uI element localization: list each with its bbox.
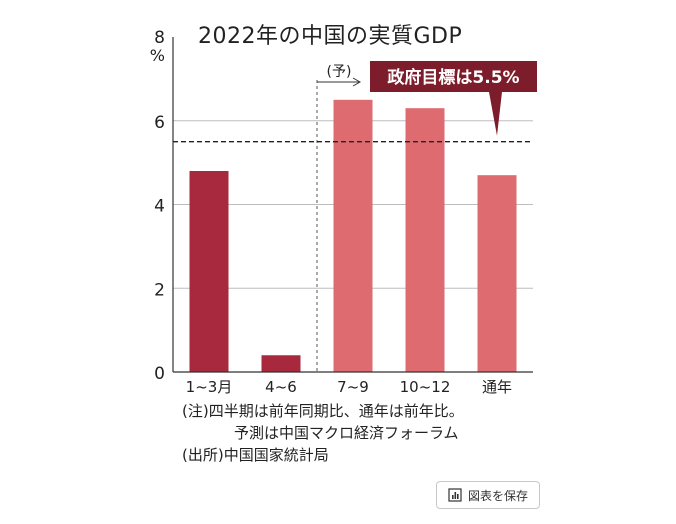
note-line-1: (注)四半期は前年同期比、通年は前年比。 [182, 402, 464, 420]
y-tick-label: 2 [154, 280, 165, 300]
x-tick-label: 1~3月 [186, 378, 233, 396]
bar [189, 171, 229, 372]
save-chart-button[interactable]: 図表を保存 [436, 481, 540, 509]
annotations: (予) 政府目標は5.5% [173, 61, 537, 372]
bar [333, 99, 373, 372]
source-note: (出所)中国国家統計局 [182, 446, 329, 464]
forecast-arrow-head [352, 77, 362, 87]
chart-title: 2022年の中国の実質GDP [198, 24, 463, 49]
x-tick-label: 4~6 [265, 378, 297, 396]
bar [477, 175, 517, 372]
bars [189, 99, 517, 372]
target-callout-label: 政府目標は5.5% [387, 67, 519, 88]
bar-chart-icon [448, 488, 462, 502]
note-line-2: 予測は中国マクロ経済フォーラム [234, 424, 459, 442]
bar-chart: 0 2 4 6 8% 1~3月 4~6 7~9 10~12 通年 (予) 政府目標は5.5% [150, 28, 537, 396]
x-tick-label: 7~9 [337, 378, 369, 396]
axes: 0 2 4 6 8% 1~3月 4~6 7~9 10~12 通年 [150, 28, 533, 396]
x-tick-label: 10~12 [400, 378, 451, 396]
y-tick-label: 6 [154, 113, 165, 133]
target-callout-box [370, 61, 537, 136]
x-tick-label: 通年 [482, 378, 512, 396]
y-tick-label: 0 [154, 364, 165, 384]
y-axis-unit-label: % [150, 46, 165, 65]
chart-notes: (注)四半期は前年同期比、通年は前年比。 予測は中国マクロ経済フォーラム (出所… [182, 400, 464, 466]
forecast-label: (予) [327, 64, 352, 80]
save-chart-label: 図表を保存 [467, 488, 528, 503]
bar [405, 108, 445, 372]
y-tick-label: 8 [154, 28, 165, 48]
bar [261, 355, 301, 372]
y-tick-label: 4 [154, 197, 165, 217]
